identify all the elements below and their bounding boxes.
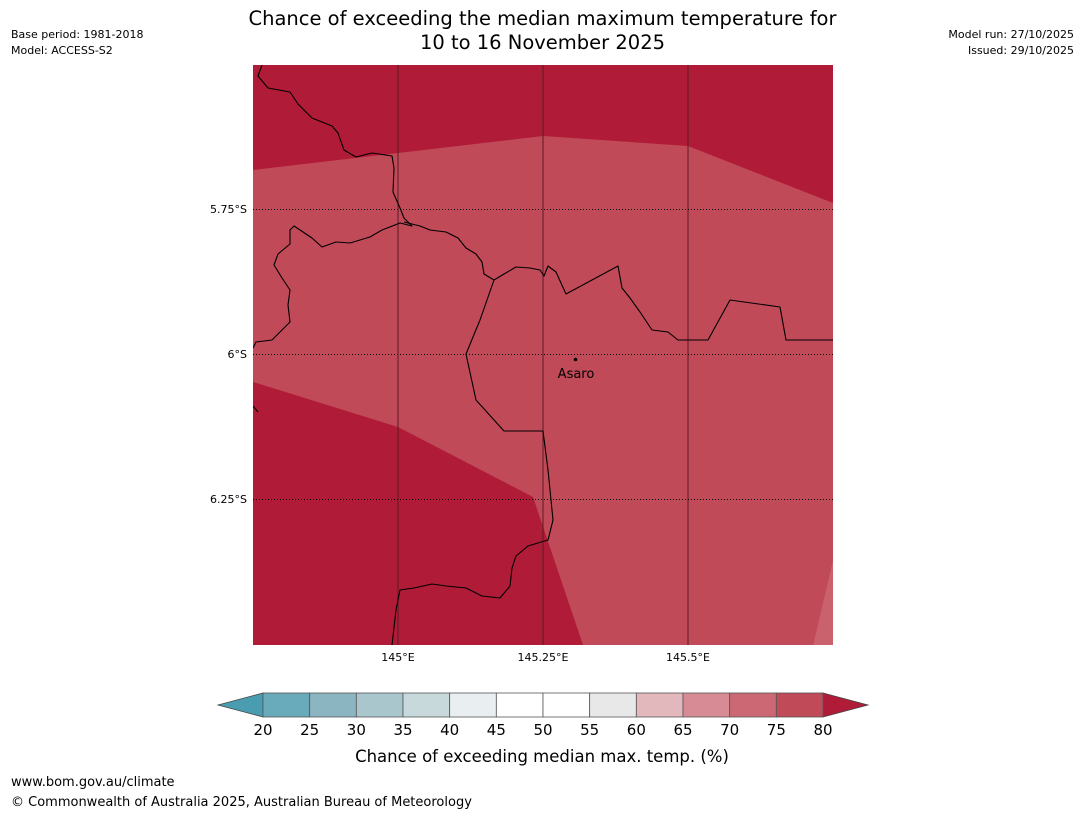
- colorbar-cell: [542, 692, 591, 718]
- colorbar-cell: [635, 692, 684, 718]
- title-line-2: 10 to 16 November 2025: [419, 31, 666, 54]
- lat-label-6: 6°S: [228, 348, 247, 361]
- boundary-lines: [253, 65, 833, 645]
- lon-label-145-25: 145.25°E: [518, 651, 569, 664]
- footer-url: www.bom.gov.au/climate: [11, 775, 175, 790]
- lat-label-6-25: 6.25°S: [210, 493, 247, 506]
- colorbar-tick-label: 50: [533, 721, 552, 739]
- colorbar: 20 25 30 35 40 45 50 55 60 65 70 75 80 Chance of exc…: [216, 692, 870, 766]
- run-info: Model run: 27/10/2025 Issued: 29/10/2025: [948, 27, 1074, 59]
- colorbar-tick-label: 25: [300, 721, 319, 739]
- colorbar-cells: [262, 692, 824, 718]
- footer-copyright: © Commonwealth of Australia 2025, Austra…: [11, 795, 472, 810]
- colorbar-tick-label: 60: [627, 721, 646, 739]
- colorbar-over-arrow: [822, 692, 870, 718]
- lat-label-5-75: 5.75°S: [210, 203, 247, 216]
- title-line-1: Chance of exceeding the median maximum t…: [248, 7, 837, 30]
- asaro-marker: [573, 357, 578, 362]
- colorbar-cell: [355, 692, 404, 718]
- colorbar-cell: [589, 692, 637, 718]
- colorbar-cell: [682, 692, 731, 718]
- colorbar-tick-label: 80: [813, 721, 832, 739]
- boundary-west-stub: [253, 405, 259, 413]
- colorbar-tick-label: 65: [673, 721, 692, 739]
- colorbar-under-arrow: [216, 692, 264, 718]
- colorbar-tick-label: 45: [487, 721, 506, 739]
- asaro-label: Asaro: [558, 367, 595, 382]
- map-title: Chance of exceeding the median maximum t…: [0, 7, 1085, 55]
- colorbar-tick-label: 55: [580, 721, 599, 739]
- colorbar-cell: [495, 692, 544, 718]
- colorbar-cell: [262, 692, 311, 718]
- lon-label-145: 145°E: [381, 651, 414, 664]
- colorbar-cell: [402, 692, 451, 718]
- colorbar-tick-label: 20: [253, 721, 272, 739]
- colorbar-cell: [449, 692, 497, 718]
- colorbar-tick-label: 70: [720, 721, 739, 739]
- boundary-central-south: [391, 279, 554, 645]
- colorbar-ticks: 20 25 30 35 40 45 50 55 60 65 70 75 80: [253, 721, 832, 739]
- lon-label-145-5: 145.5°E: [666, 651, 710, 664]
- colorbar-tick-label: 75: [767, 721, 786, 739]
- colorbar-tick-label: 35: [393, 721, 412, 739]
- base-period: Base period: 1981-2018: [11, 28, 144, 41]
- boundary-northwest: [253, 65, 413, 349]
- colorbar-cell: [775, 692, 824, 718]
- colorbar-tick-label: 30: [347, 721, 366, 739]
- zone-70-75: [813, 560, 833, 645]
- colorbar-label: Chance of exceeding median max. temp. (%…: [355, 747, 729, 766]
- colorbar-cell: [309, 692, 357, 718]
- boundary-central-north: [403, 221, 833, 341]
- model-info: Base period: 1981-2018 Model: ACCESS-S2: [11, 27, 143, 59]
- colorbar-tick-label: 40: [440, 721, 459, 739]
- map-plot: Asaro: [253, 65, 833, 645]
- issued-date: Issued: 29/10/2025: [967, 44, 1074, 57]
- axis-labels: 5.75°S 6°S 6.25°S 145°E 145.25°E 145.5°E: [210, 203, 710, 664]
- colorbar-cell: [729, 692, 777, 718]
- model-run: Model run: 27/10/2025: [948, 28, 1074, 41]
- model-name: Model: ACCESS-S2: [11, 44, 113, 57]
